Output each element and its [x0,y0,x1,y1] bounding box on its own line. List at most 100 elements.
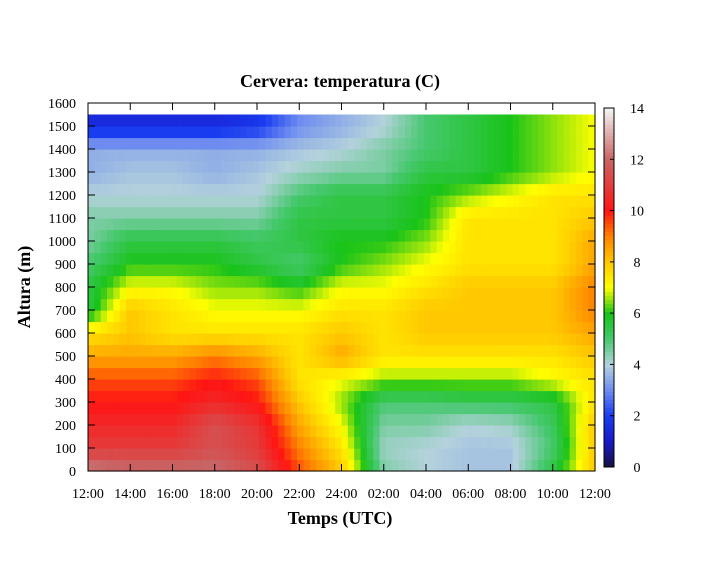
heatmap-cell [221,172,229,185]
heatmap-cell [347,413,355,426]
heatmap-cell [132,287,140,300]
heatmap-cell [474,390,482,403]
heatmap-cell [328,137,336,150]
heatmap-cell [113,160,121,173]
heatmap-cell [487,459,495,472]
heatmap-cell [195,333,203,346]
heatmap-cell [195,390,203,403]
heatmap-cell [316,310,324,323]
heatmap-cell [94,275,102,288]
heatmap-cell [183,160,190,173]
heatmap-cell [113,321,121,334]
heatmap-cell [347,367,355,380]
heatmap-cell [556,126,564,139]
colorbar-swatch [604,151,614,157]
heatmap-cell [183,172,190,185]
heatmap-cell [341,402,349,415]
heatmap-cell [347,436,355,449]
heatmap-cell [183,390,190,403]
heatmap-cell [126,436,133,449]
heatmap-cell [297,126,305,139]
heatmap-cell [278,459,286,472]
heatmap-cell [271,172,279,185]
heatmap-cell [569,206,577,219]
heatmap-cell [271,137,279,150]
heatmap-cell [309,126,317,139]
heatmap-cell [512,218,520,231]
heatmap-cell [151,298,159,311]
heatmap-cell [392,195,400,208]
heatmap-cell [316,160,324,173]
heatmap-cell [233,241,241,254]
heatmap-cell [550,241,558,254]
heatmap-cell [493,344,501,357]
heatmap-cell [436,229,444,242]
heatmap-cell [455,195,463,208]
heatmap-cell [582,114,590,127]
heatmap-cell [252,137,260,150]
heatmap-cell [208,379,216,392]
heatmap-cell [297,160,305,173]
heatmap-cell [430,126,438,139]
heatmap-cell [316,229,324,242]
heatmap-cell [556,459,564,472]
heatmap-cell [145,137,152,150]
heatmap-cell [556,252,564,265]
heatmap-cell [417,114,425,127]
heatmap-cell [525,206,533,219]
heatmap-cell [246,402,254,415]
heatmap-cell [347,402,355,415]
heatmap-cell [284,310,292,323]
heatmap-cell [316,379,324,392]
heatmap-cell [271,379,279,392]
heatmap-cell [480,390,488,403]
heatmap-cell [455,298,463,311]
heatmap-cell [322,149,330,162]
heatmap-cell [487,160,495,173]
heatmap-cell [493,298,501,311]
heatmap-cell [183,379,190,392]
heatmap-cell [88,425,95,438]
heatmap-cell [107,149,114,162]
heatmap-cell [474,241,482,254]
heatmap-cell [588,298,596,311]
heatmap-cell [183,344,190,357]
heatmap-cell [145,379,152,392]
heatmap-cell [512,344,520,357]
heatmap-cell [259,183,267,196]
heatmap-cell [126,310,133,323]
heatmap-cell [436,321,444,334]
heatmap-cell [417,275,425,288]
heatmap-cell [119,252,127,265]
heatmap-cell [588,195,596,208]
heatmap-cell [461,218,469,231]
heatmap-cell [290,367,298,380]
heatmap-cell [392,448,400,461]
heatmap-cell [461,344,469,357]
heatmap-cell [240,379,248,392]
heatmap-cell [341,229,349,242]
heatmap-cell [404,252,412,265]
heatmap-cell [461,206,469,219]
heatmap-cell [113,367,121,380]
heatmap-cell [309,425,317,438]
heatmap-cell [518,149,526,162]
heatmap-cell [259,137,267,150]
heatmap-cell [202,402,210,415]
heatmap-cell [385,356,393,369]
colorbar-swatch [604,263,614,269]
heatmap-cell [290,333,298,346]
heatmap-cell [119,436,127,449]
heatmap-cell [417,356,425,369]
heatmap-cell [518,379,526,392]
heatmap-cell [227,172,235,185]
heatmap-cell [88,229,95,242]
heatmap-cell [297,333,305,346]
heatmap-cell [575,218,583,231]
heatmap-cell [259,229,267,242]
heatmap-cell [582,206,590,219]
heatmap-cell [176,436,184,449]
heatmap-cell [455,344,463,357]
heatmap-cell [119,137,127,150]
heatmap-cell [449,287,457,300]
